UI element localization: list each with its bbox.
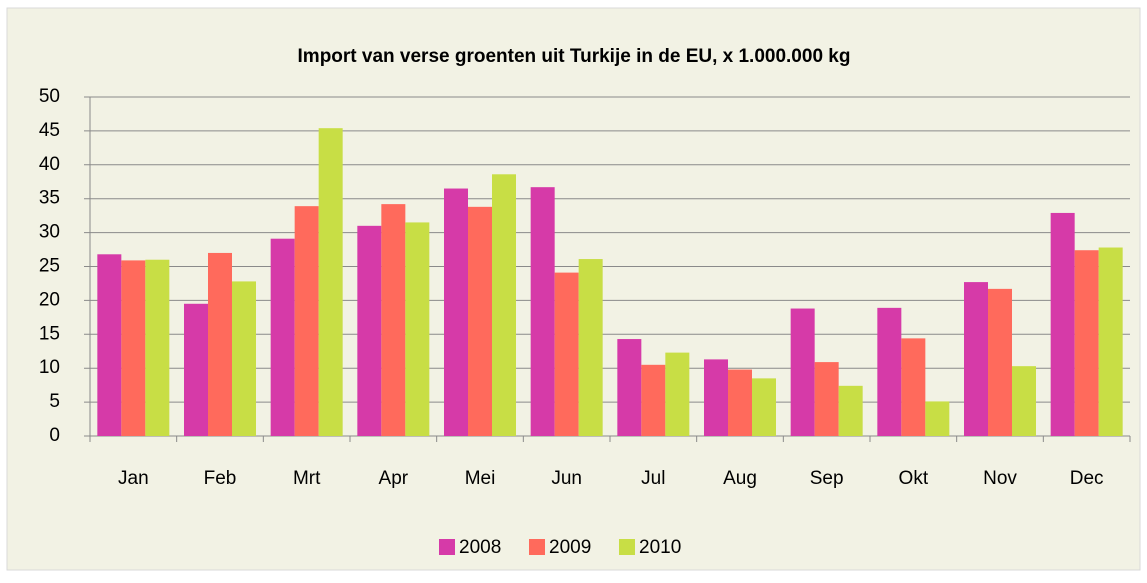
y-tick-label: 10	[39, 357, 60, 378]
legend-label: 2009	[549, 537, 591, 558]
y-tick-label: 20	[39, 289, 60, 310]
bar	[381, 204, 406, 436]
bar	[641, 364, 666, 436]
bar	[270, 238, 295, 436]
bar	[704, 359, 728, 436]
x-tick-label: Aug	[723, 468, 757, 489]
y-tick-label: 45	[39, 120, 60, 141]
bar	[318, 128, 343, 437]
y-tick-label: 40	[39, 154, 60, 175]
bar	[97, 254, 122, 436]
bar	[925, 401, 950, 436]
x-tick-label: Nov	[983, 468, 1017, 489]
x-tick-label: Dec	[1070, 468, 1104, 489]
bar	[1098, 247, 1123, 436]
y-tick-label: 5	[49, 391, 60, 412]
legend-label: 2010	[639, 537, 681, 558]
bar	[121, 260, 146, 436]
bar	[901, 338, 926, 436]
bar	[232, 281, 256, 436]
bar	[790, 308, 815, 436]
x-tick-label: Okt	[899, 468, 929, 489]
bar	[814, 362, 839, 436]
y-tick-label: 25	[39, 256, 60, 277]
bar	[877, 307, 902, 436]
bar	[405, 222, 430, 436]
x-tick-label: Feb	[204, 468, 237, 489]
x-tick-label: Apr	[379, 468, 409, 489]
x-tick-label: Jul	[641, 468, 665, 489]
bar	[530, 187, 555, 436]
y-tick-label: 30	[39, 222, 60, 243]
bar	[752, 378, 776, 436]
bar	[357, 225, 382, 436]
bar	[578, 259, 603, 436]
legend-label: 2008	[459, 537, 501, 558]
bar	[988, 288, 1012, 436]
bar	[444, 188, 468, 436]
bar	[145, 259, 170, 436]
bar	[554, 272, 579, 436]
bar	[1074, 250, 1099, 436]
bar	[468, 206, 492, 436]
chart-title: Import van verse groenten uit Turkije in…	[298, 46, 851, 67]
bar	[1012, 366, 1036, 436]
bar	[665, 352, 690, 436]
x-tick-label: Mei	[465, 468, 496, 489]
y-tick-label: 0	[49, 425, 60, 446]
bar	[294, 206, 319, 436]
bar	[728, 369, 752, 436]
x-tick-label: Jun	[551, 468, 582, 489]
legend-swatch	[439, 539, 455, 555]
y-tick-label: 15	[39, 323, 60, 344]
bar	[1050, 212, 1075, 436]
y-tick-label: 35	[39, 188, 60, 209]
bar	[964, 282, 988, 436]
bar	[492, 174, 516, 437]
bar	[208, 252, 232, 436]
legend-swatch	[529, 539, 545, 555]
bar	[838, 385, 863, 436]
x-tick-label: Mrt	[293, 468, 321, 489]
y-tick-label: 50	[39, 86, 60, 107]
bar	[617, 339, 642, 436]
x-tick-label: Jan	[118, 468, 149, 489]
legend-swatch	[619, 539, 635, 555]
bar	[184, 303, 208, 436]
x-tick-label: Sep	[810, 468, 844, 489]
